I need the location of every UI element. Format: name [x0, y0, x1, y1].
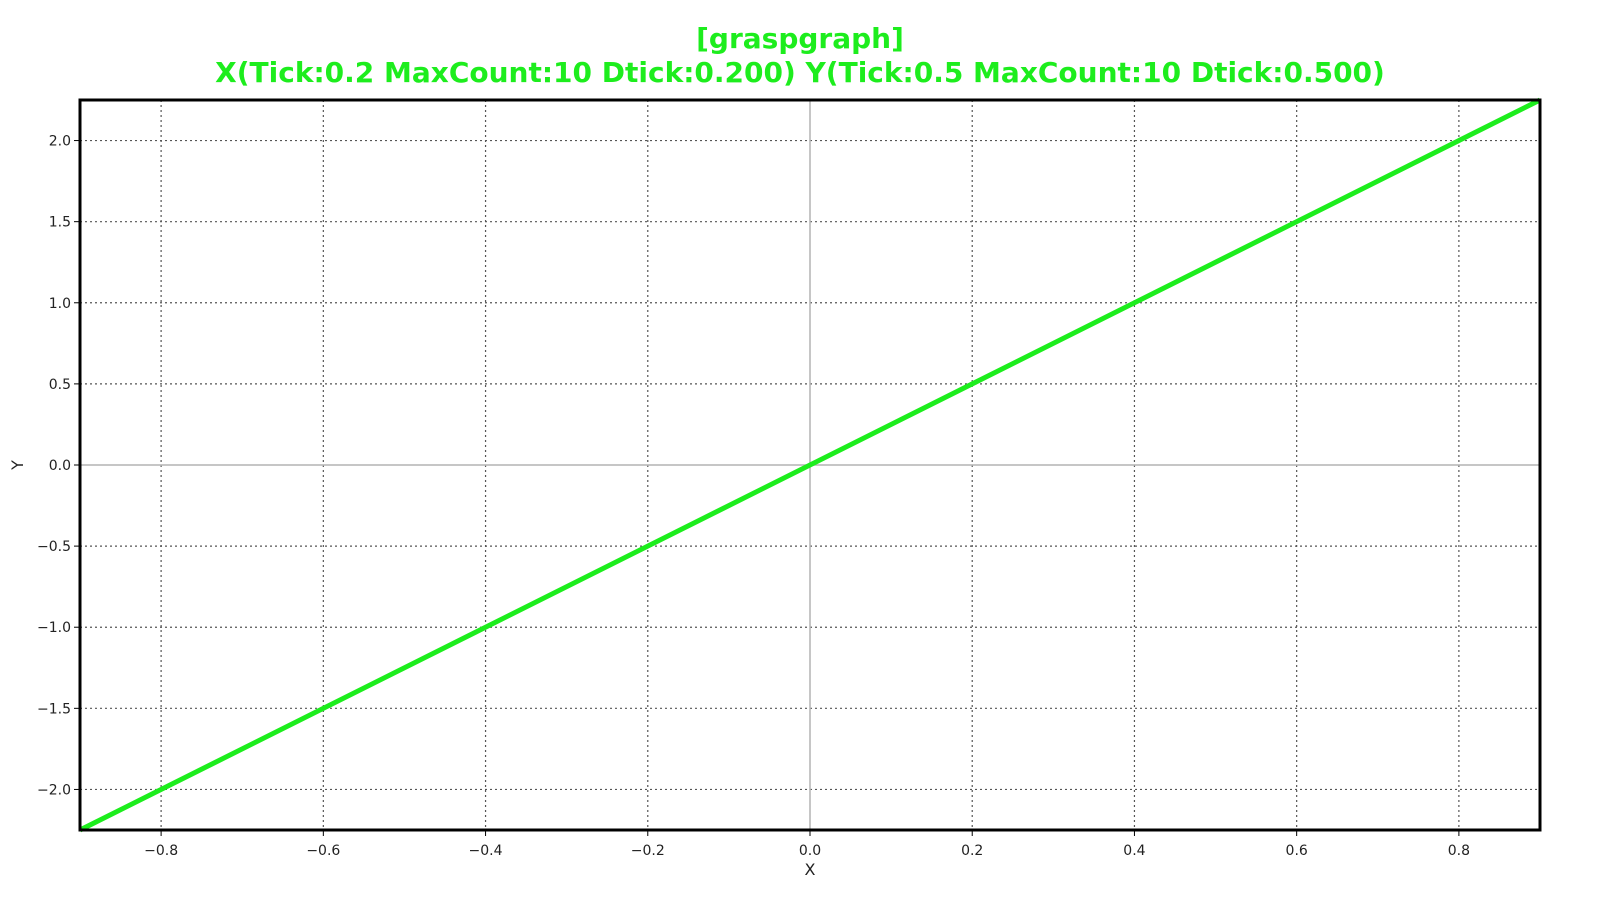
x-tick-label: 0.6	[1286, 843, 1308, 859]
x-tick-label: −0.2	[631, 843, 665, 859]
y-tick-label: 0.5	[49, 377, 71, 393]
y-tick-label: 2.0	[49, 134, 71, 150]
x-axis-label: X	[805, 860, 816, 879]
y-tick-label: 1.5	[49, 215, 71, 231]
x-tick-label: 0.0	[799, 843, 821, 859]
chart-title: [graspgraph]	[696, 22, 904, 55]
x-tick-label: −0.8	[144, 843, 178, 859]
y-tick-label: 0.0	[49, 458, 71, 474]
series-line	[78, 97, 1542, 833]
y-axis-label: Y	[8, 460, 27, 471]
y-tick-label: −1.5	[37, 701, 71, 717]
y-tick-labels: 2.0 1.5 1.0 0.5 0.0 −0.5 −1.0 −1.5 −2.0	[37, 134, 80, 798]
x-tick-label: 0.4	[1123, 843, 1145, 859]
y-tick-label: −1.0	[37, 620, 71, 636]
x-tick-label: 0.2	[961, 843, 983, 859]
x-tick-label: 0.8	[1448, 843, 1470, 859]
y-tick-label: −2.0	[37, 782, 71, 798]
y-tick-label: −0.5	[37, 539, 71, 555]
x-tick-label: −0.4	[469, 843, 503, 859]
y-tick-label: 1.0	[49, 296, 71, 312]
chart-title-block: [graspgraph] X(Tick:0.2 MaxCount:10 Dtic…	[0, 22, 1600, 90]
series-lines	[78, 97, 1542, 833]
x-tick-label: −0.6	[306, 843, 340, 859]
chart-subtitle: X(Tick:0.2 MaxCount:10 Dtick:0.200) Y(Ti…	[215, 56, 1385, 89]
x-tick-labels: −0.8 −0.6 −0.4 −0.2 0.0 0.2 0.4 0.6 0.8	[144, 830, 1470, 859]
